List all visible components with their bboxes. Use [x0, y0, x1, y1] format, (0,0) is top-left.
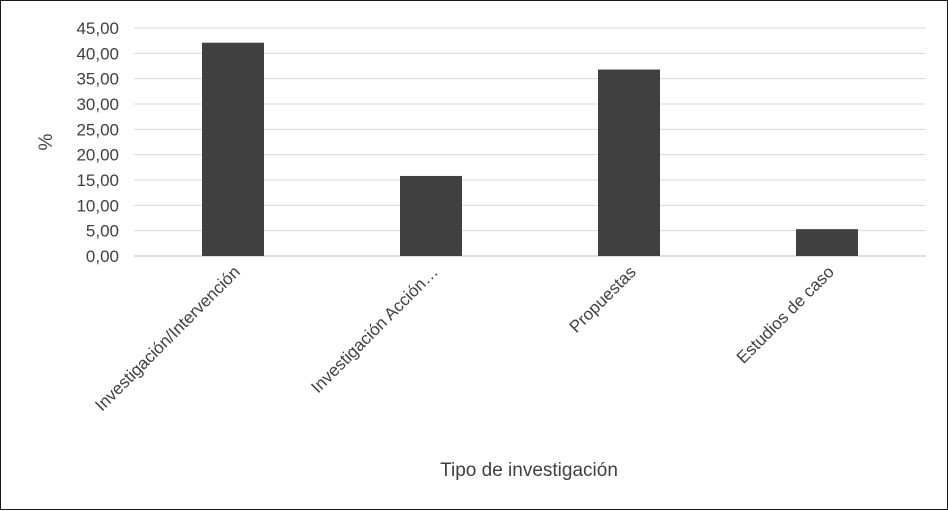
y-tick-label: 45,00 [76, 19, 119, 38]
bar [202, 42, 264, 257]
y-tick-label: 10,00 [76, 196, 119, 215]
x-category-label: Estudios de caso [733, 262, 838, 367]
y-tick-label: 0,00 [86, 247, 119, 266]
y-tick-label: 35,00 [76, 70, 119, 89]
y-tick-label: 30,00 [76, 95, 119, 114]
bar [400, 175, 462, 256]
x-category-labels: Investigación/Intervención Investigación … [91, 262, 837, 414]
y-tick-label: 5,00 [86, 222, 119, 241]
y-axis-title: % [36, 133, 57, 150]
y-tick-label: 20,00 [76, 146, 119, 165]
y-tick-label: 25,00 [76, 120, 119, 139]
y-tick-label: 40,00 [76, 44, 119, 63]
bar [598, 69, 660, 257]
gridlines [134, 27, 926, 257]
x-category-label: Propuestas [566, 262, 640, 336]
y-tick-labels: 0,00 5,00 10,00 15,00 20,00 25,00 30,00 35,00 40… [76, 19, 119, 266]
bars [202, 42, 858, 257]
y-tick-label: 15,00 [76, 171, 119, 190]
x-category-label: Investigación/Intervención [91, 262, 243, 414]
x-category-label: Investigación Acción… [307, 262, 441, 396]
bar [796, 229, 858, 256]
x-axis-title: Tipo de investigación [440, 460, 618, 481]
